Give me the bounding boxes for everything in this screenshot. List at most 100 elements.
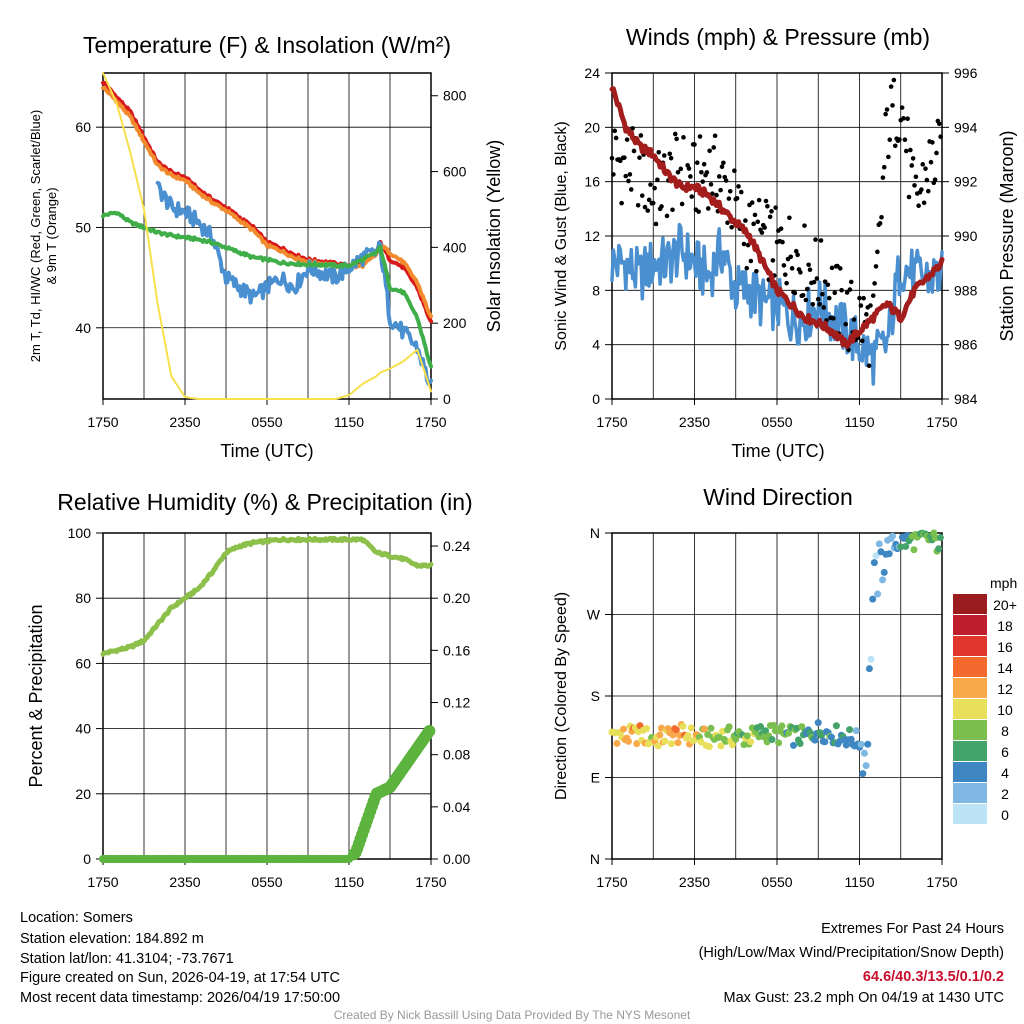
- gust-point: [756, 197, 762, 203]
- gust-point: [859, 338, 865, 344]
- gust-point: [778, 226, 784, 231]
- gust-point: [612, 128, 618, 134]
- gust-point: [694, 160, 700, 166]
- gust-point: [810, 301, 816, 307]
- gust-point: [930, 140, 935, 145]
- gust-point: [815, 296, 821, 302]
- direction-point: [687, 724, 695, 732]
- x-axis-label-winds: Time (UTC): [731, 441, 824, 461]
- direction-point: [889, 532, 896, 540]
- direction-point: [814, 719, 822, 727]
- direction-point: [936, 534, 944, 542]
- y2-tick-label: 992: [954, 174, 978, 190]
- y-tick-label: 60: [75, 655, 91, 671]
- gust-point: [858, 303, 864, 308]
- gust-point: [813, 237, 818, 242]
- gust-point: [891, 77, 897, 83]
- gust-point: [864, 312, 869, 317]
- gust-point: [921, 200, 927, 206]
- x-tick-label: 1150: [334, 874, 364, 890]
- gust-point: [725, 220, 730, 226]
- gust-point: [767, 214, 773, 220]
- gust-point: [923, 166, 928, 171]
- y-axis-label-temperature-1: 2m T, Td, HI/WC (Red, Green, Scarlet/Blu…: [28, 110, 43, 362]
- gust-point: [749, 200, 755, 205]
- y-tick-label: N: [590, 851, 600, 867]
- gust-point: [770, 258, 776, 263]
- direction-point: [811, 736, 819, 744]
- gust-point: [787, 215, 792, 221]
- y-tick-label: 20: [584, 119, 600, 135]
- gust-point: [875, 249, 880, 255]
- y-tick-label: 16: [584, 174, 600, 190]
- gust-point: [916, 203, 921, 208]
- gust-point: [631, 148, 637, 154]
- direction-point: [885, 550, 893, 558]
- gust-point: [888, 84, 894, 89]
- direction-point: [872, 552, 880, 560]
- legend-label: 8: [1001, 723, 1009, 739]
- y-tick-label: 8: [592, 282, 600, 298]
- gust-point: [611, 172, 616, 177]
- gust-point: [765, 203, 770, 209]
- chart-title-winds: Winds (mph) & Pressure (mb): [626, 24, 930, 50]
- gust-point: [902, 137, 908, 143]
- gust-point: [617, 158, 623, 164]
- x-tick-label: 2350: [679, 874, 710, 890]
- gust-point: [861, 295, 866, 301]
- gust-point: [704, 170, 710, 175]
- gust-point: [936, 121, 942, 127]
- gust-point: [638, 133, 644, 138]
- gust-point: [901, 116, 906, 121]
- gust-point: [609, 155, 615, 161]
- legend-swatch-10: [953, 699, 987, 719]
- gust-point: [627, 172, 633, 177]
- gust-point: [668, 155, 674, 161]
- gust-point: [908, 147, 913, 153]
- gust-point: [826, 295, 832, 301]
- gust-point: [721, 160, 726, 166]
- direction-point: [661, 737, 669, 745]
- gust-point: [714, 192, 719, 198]
- direction-point: [656, 731, 664, 739]
- y-axis-label-wind-direction: Direction (Colored By Speed): [553, 592, 570, 800]
- direction-point: [743, 732, 751, 740]
- direction-point: [722, 737, 730, 745]
- y-tick-label: W: [587, 607, 601, 623]
- gust-point: [623, 173, 629, 179]
- direction-point: [869, 595, 877, 603]
- gust-point: [705, 206, 711, 211]
- y-tick-label: 20: [75, 786, 91, 802]
- direction-point: [864, 740, 872, 748]
- y-tick-label: 50: [75, 219, 91, 235]
- gust-point: [784, 280, 789, 286]
- footer-latlon: Station lat/lon: 41.3104; -73.7671: [20, 951, 234, 967]
- y-tick-label: 40: [75, 721, 91, 737]
- gust-point: [903, 148, 909, 154]
- x-tick-label: 2350: [169, 414, 200, 430]
- gust-point: [736, 184, 741, 189]
- gust-point: [780, 239, 785, 245]
- legend-title: mph: [990, 575, 1017, 591]
- gust-point: [696, 209, 701, 214]
- direction-point: [827, 733, 835, 741]
- gust-point: [732, 168, 737, 174]
- gust-point: [699, 170, 704, 175]
- y2-tick-label: 400: [443, 239, 467, 255]
- y-axis-label-humidity: Percent & Precipitation: [26, 604, 46, 787]
- x-axis-label-temperature: Time (UTC): [220, 441, 313, 461]
- gust-point: [718, 187, 723, 193]
- y2-tick-label: 0.12: [443, 695, 470, 711]
- precipitation-point: [423, 724, 436, 737]
- x-tick-label: 1750: [596, 874, 627, 890]
- gust-point: [821, 305, 827, 310]
- gust-point: [738, 189, 744, 195]
- direction-point: [798, 723, 806, 731]
- chart-title-wind-direction: Wind Direction: [703, 484, 853, 510]
- direction-point: [847, 735, 855, 743]
- direction-point: [620, 725, 628, 733]
- direction-point: [697, 738, 705, 746]
- x-tick-label: 1150: [334, 414, 364, 430]
- direction-point: [633, 740, 641, 748]
